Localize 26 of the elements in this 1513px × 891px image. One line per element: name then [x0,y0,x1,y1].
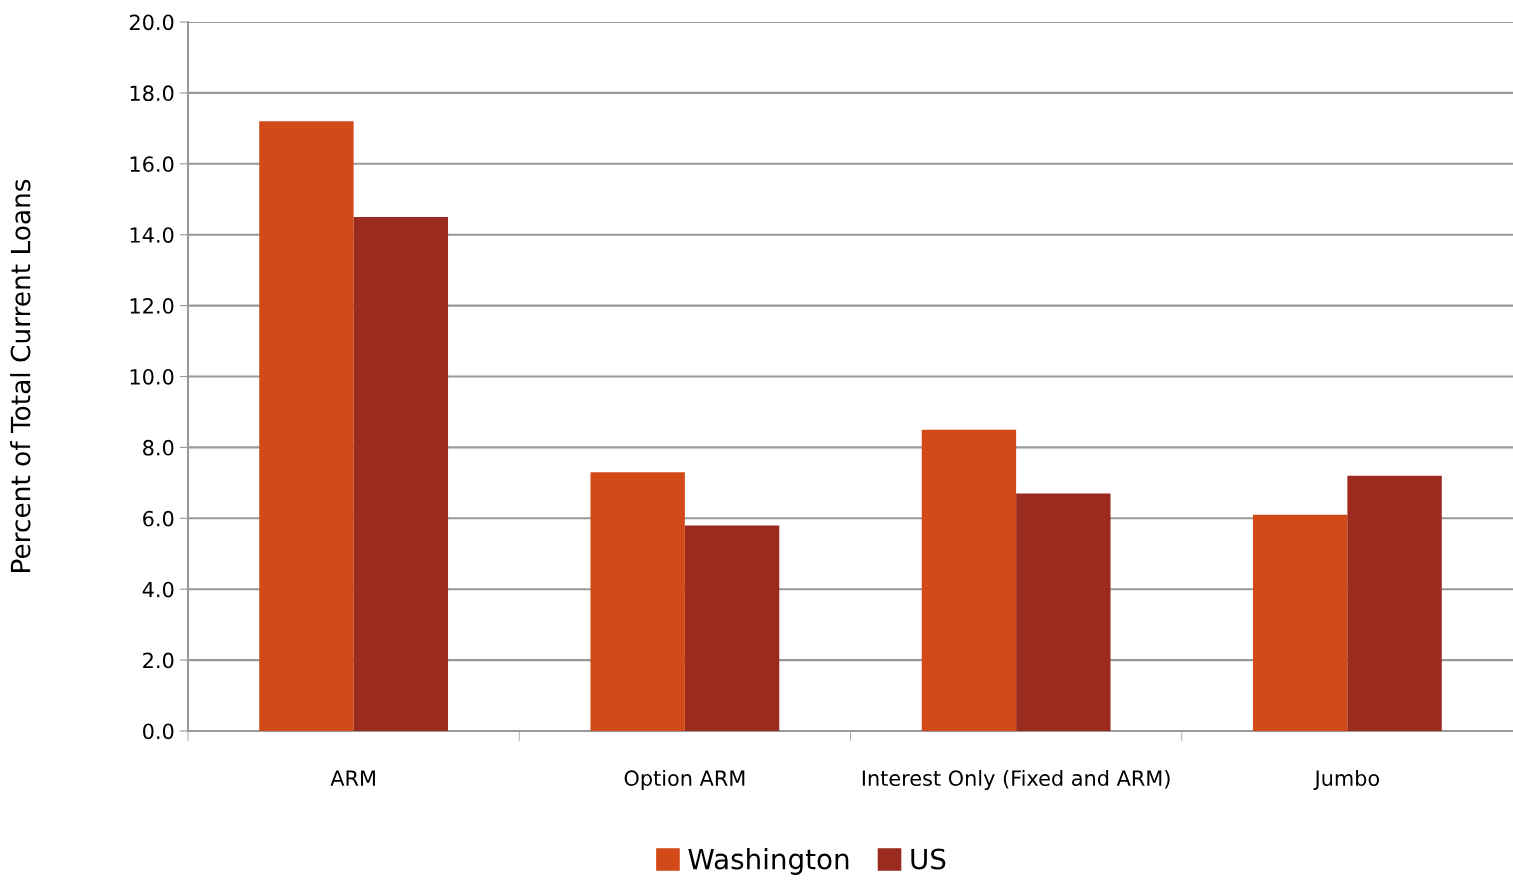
y-tick-label: 12.0 [130,298,174,314]
y-tick-label: 10.0 [130,368,174,385]
legend-label: US [911,848,946,870]
y-tick-label: 14.0 [130,227,174,243]
bar [1016,493,1111,731]
y-tick-label: 18.0 [130,85,174,102]
y-tick-label: 20.0 [129,14,174,31]
y-tick-label: 6.0 [143,510,174,527]
y-tick-label: 0.0 [143,723,174,740]
x-tick-label: Jumbo [1313,769,1380,790]
bar [1252,514,1348,731]
bar [921,429,1017,731]
bar [259,121,354,731]
y-tick-label: 4.0 [142,581,174,598]
bar [590,472,685,731]
x-tick-label: Interest Only (Fixed and ARM) [862,769,1170,791]
legend-label: Washington [688,848,849,875]
y-tick-label: 8.0 [143,439,174,456]
bar [353,216,449,731]
y-tick-label: 16.0 [130,156,174,173]
bar [684,525,780,731]
x-tick-label: ARM [330,770,375,786]
x-tick-label: Option ARM [624,769,745,791]
bar [1347,475,1442,731]
y-axis-title: Percent of Total Current Loans [10,179,31,572]
y-tick-label: 2.0 [143,652,174,669]
